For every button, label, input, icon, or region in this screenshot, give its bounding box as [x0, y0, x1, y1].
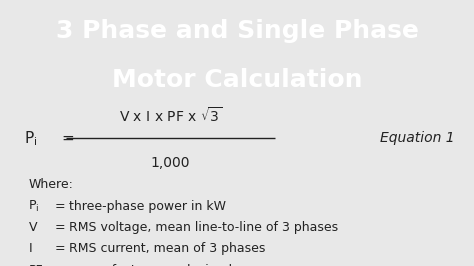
Text: =: = — [55, 221, 65, 234]
Text: Motor Calculation: Motor Calculation — [112, 68, 362, 92]
Text: =: = — [55, 200, 65, 213]
Text: V x I x PF x $\sqrt{3}$: V x I x PF x $\sqrt{3}$ — [119, 106, 222, 125]
Text: three-phase power in kW: three-phase power in kW — [69, 200, 226, 213]
Text: I: I — [28, 242, 32, 255]
Text: power factor as a decimal: power factor as a decimal — [69, 264, 232, 266]
Text: =: = — [55, 264, 65, 266]
Text: =: = — [62, 131, 74, 146]
Text: $\mathrm{P}_{\mathrm{i}}$: $\mathrm{P}_{\mathrm{i}}$ — [24, 129, 37, 148]
Text: 1,000: 1,000 — [151, 156, 191, 170]
Text: V: V — [28, 221, 37, 234]
Text: PF: PF — [28, 264, 43, 266]
Text: $\mathrm{P}_{\mathrm{i}}$: $\mathrm{P}_{\mathrm{i}}$ — [28, 199, 40, 214]
Text: RMS current, mean of 3 phases: RMS current, mean of 3 phases — [69, 242, 265, 255]
Text: Equation 1: Equation 1 — [380, 131, 455, 146]
Text: =: = — [55, 242, 65, 255]
Text: 3 Phase and Single Phase: 3 Phase and Single Phase — [55, 19, 419, 43]
Text: RMS voltage, mean line-to-line of 3 phases: RMS voltage, mean line-to-line of 3 phas… — [69, 221, 338, 234]
Text: Where:: Where: — [28, 178, 73, 191]
